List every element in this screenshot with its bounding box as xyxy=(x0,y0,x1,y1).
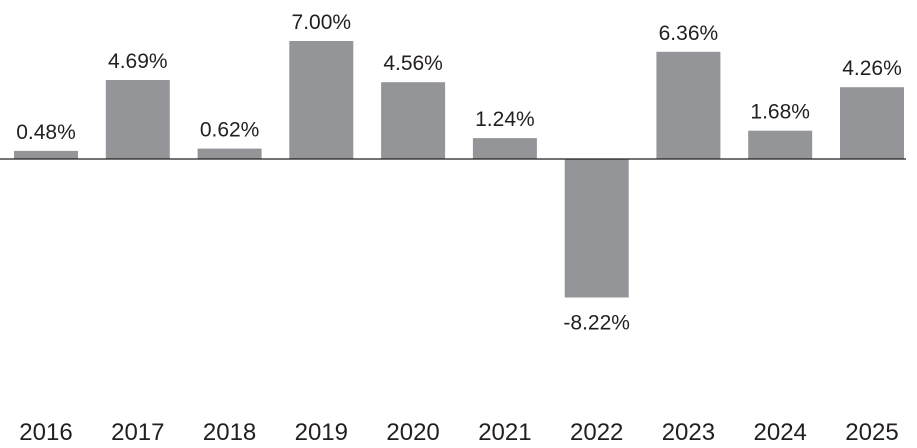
bar-2016 xyxy=(14,150,78,159)
value-label-2017: 4.69% xyxy=(108,50,168,73)
value-label-2023: 6.36% xyxy=(659,22,719,45)
bar-2017 xyxy=(105,80,170,159)
category-labels-group: 2016 2017 2018 2019 2020 2021 2022 2023 2024 2025 xyxy=(19,419,898,446)
category-label-2016: 2016 xyxy=(19,419,72,446)
value-label-2025: 4.26% xyxy=(842,57,902,80)
category-label-2022: 2022 xyxy=(570,419,623,446)
bar-2019 xyxy=(289,41,354,159)
category-label-2018: 2018 xyxy=(203,419,256,446)
value-label-2022: -8.22% xyxy=(563,312,630,335)
category-label-2025: 2025 xyxy=(845,419,898,446)
bar-2020 xyxy=(381,82,446,159)
value-labels-group: 0.48% 4.69% 0.62% 7.00% 4.56% 1.24% -8.22% 6.36… xyxy=(16,11,902,335)
value-label-2016: 0.48% xyxy=(16,121,76,144)
bar-2018 xyxy=(197,148,262,159)
category-label-2023: 2023 xyxy=(662,419,715,446)
category-label-2020: 2020 xyxy=(386,419,439,446)
value-label-2021: 1.24% xyxy=(475,108,535,131)
category-label-2019: 2019 xyxy=(295,419,348,446)
value-label-2024: 1.68% xyxy=(750,101,810,124)
bar-2025 xyxy=(840,87,904,159)
category-label-2024: 2024 xyxy=(754,419,807,446)
value-label-2020: 4.56% xyxy=(383,52,443,75)
bar-2024 xyxy=(748,130,813,159)
value-label-2018: 0.62% xyxy=(200,119,260,142)
bar-2023 xyxy=(656,51,721,159)
category-label-2017: 2017 xyxy=(111,419,164,446)
bars-group xyxy=(14,41,904,298)
category-label-2021: 2021 xyxy=(478,419,531,446)
bar-2022 xyxy=(564,159,629,298)
bar-2021 xyxy=(472,138,537,159)
value-label-2019: 7.00% xyxy=(292,11,352,34)
